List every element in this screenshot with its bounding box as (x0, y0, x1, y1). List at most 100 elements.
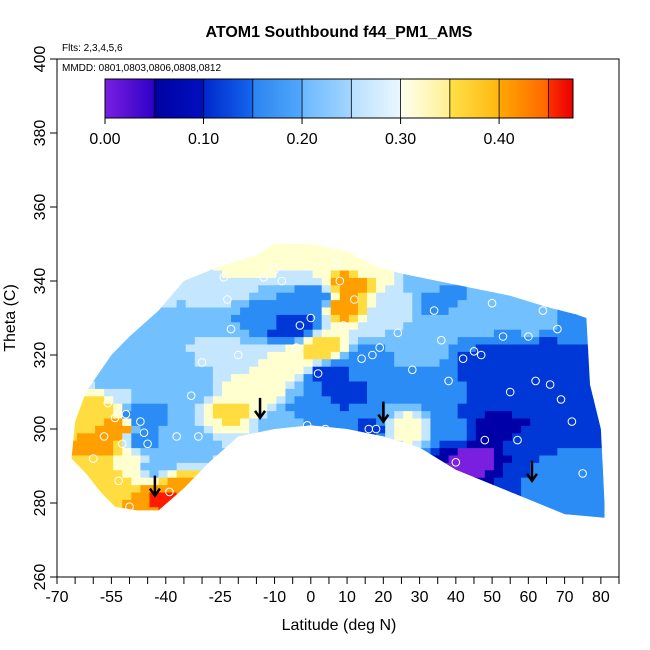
heatmap-cell (321, 314, 332, 323)
heatmap-cell (276, 314, 287, 323)
heatmap-cell (448, 380, 459, 389)
heatmap-cell (176, 506, 187, 515)
heatmap-cell (448, 247, 459, 256)
heatmap-cell (330, 284, 341, 293)
sample-point (393, 328, 403, 338)
heatmap-cell (71, 358, 78, 367)
heatmap-cell (394, 440, 404, 449)
heatmap-cell (385, 491, 395, 500)
heatmap-cell (403, 440, 413, 449)
heatmap-cell (231, 454, 241, 463)
heatmap-cell (76, 425, 87, 434)
heatmap-cell (304, 233, 314, 241)
heatmap-cell (104, 514, 114, 518)
heatmap-cell (412, 491, 422, 500)
heatmap-cell (76, 499, 87, 508)
heatmap-cell (140, 269, 151, 278)
heatmap-cell (539, 277, 549, 286)
heatmap-cell (321, 269, 332, 278)
heatmap-cell (71, 299, 78, 308)
heatmap-cell (502, 506, 513, 515)
heatmap-cell (294, 477, 305, 486)
heatmap-cell (167, 306, 178, 315)
heatmap-cell (330, 491, 341, 500)
heatmap-cell (484, 262, 495, 271)
heatmap-cell (140, 440, 151, 449)
heatmap-cell (539, 403, 549, 412)
heatmap-cell (503, 233, 513, 241)
heatmap-cell (231, 477, 241, 486)
heatmap-cell (221, 269, 232, 278)
heatmap-cell (330, 351, 341, 360)
heatmap-cell (276, 491, 287, 500)
heatmap-cell (249, 358, 259, 367)
heatmap-cell (140, 343, 151, 352)
heatmap-cell (448, 269, 459, 278)
heatmap-cell (149, 388, 160, 397)
heatmap-cell (548, 321, 558, 330)
heatmap-cell (76, 292, 87, 301)
heatmap-cell (312, 314, 323, 323)
heatmap-cell (240, 321, 250, 330)
heatmap-cell (348, 336, 359, 345)
heatmap-cell (195, 233, 205, 241)
heatmap-cell (203, 440, 214, 449)
heatmap-cell (584, 417, 595, 426)
heatmap-cell (194, 514, 205, 518)
heatmap-cell (321, 506, 332, 515)
heatmap-cell (249, 380, 259, 389)
heatmap-cell (339, 477, 350, 486)
heatmap-cell (475, 358, 486, 367)
heatmap-cell (357, 244, 368, 249)
heatmap-cell (502, 410, 513, 419)
heatmap-cell (394, 292, 404, 301)
heatmap-cell (421, 395, 432, 404)
heatmap-cell (194, 403, 205, 412)
heatmap-cell (113, 491, 123, 500)
heatmap-cell (367, 269, 377, 278)
heatmap-cell (258, 403, 268, 412)
heatmap-cell (167, 277, 178, 286)
heatmap-cell (194, 462, 205, 471)
heatmap-cell (194, 373, 205, 382)
heatmap-cell (321, 491, 332, 500)
sample-point (321, 424, 330, 434)
heatmap-cell (330, 336, 341, 345)
heatmap-cell (412, 432, 422, 441)
heatmap-cell (294, 284, 305, 293)
heatmap-cell (330, 499, 341, 508)
heatmap-cell (267, 403, 277, 412)
heatmap-cell (584, 366, 595, 375)
heatmap-cell (267, 233, 277, 241)
heatmap-cell (412, 247, 422, 256)
heatmap-cell (86, 462, 96, 471)
heatmap-cell (158, 314, 169, 323)
heatmap-cell (285, 351, 296, 360)
heatmap-cell (294, 388, 305, 397)
heatmap-cell (484, 306, 495, 315)
heatmap-cell (539, 454, 549, 463)
heatmap-cell (95, 425, 105, 434)
heatmap-cell (394, 432, 404, 441)
heatmap-cell (231, 244, 241, 249)
heatmap-cell (593, 454, 604, 463)
heatmap-cell (231, 403, 241, 412)
heatmap-cell (131, 343, 141, 352)
sample-point (357, 354, 366, 364)
heatmap-cell (339, 373, 350, 382)
heatmap-cell (194, 329, 205, 338)
heatmap-cell (448, 506, 459, 515)
heatmap-cell (484, 477, 495, 486)
heatmap-cell (357, 277, 368, 286)
heatmap-cell (394, 484, 404, 493)
heatmap-cell (430, 514, 441, 518)
heatmap-cell (122, 432, 132, 441)
heatmap-cell (457, 277, 468, 286)
heatmap-cell (484, 499, 495, 508)
heatmap-cell (303, 277, 314, 286)
heatmap-cell (249, 410, 259, 419)
x-axis: -70 -55 -40 -25 -10 0 10 20 30 40 50 60 70 80 (45, 577, 620, 606)
heatmap-cell (76, 244, 87, 249)
heatmap-cell (113, 343, 123, 352)
heatmap-cell (348, 380, 359, 389)
